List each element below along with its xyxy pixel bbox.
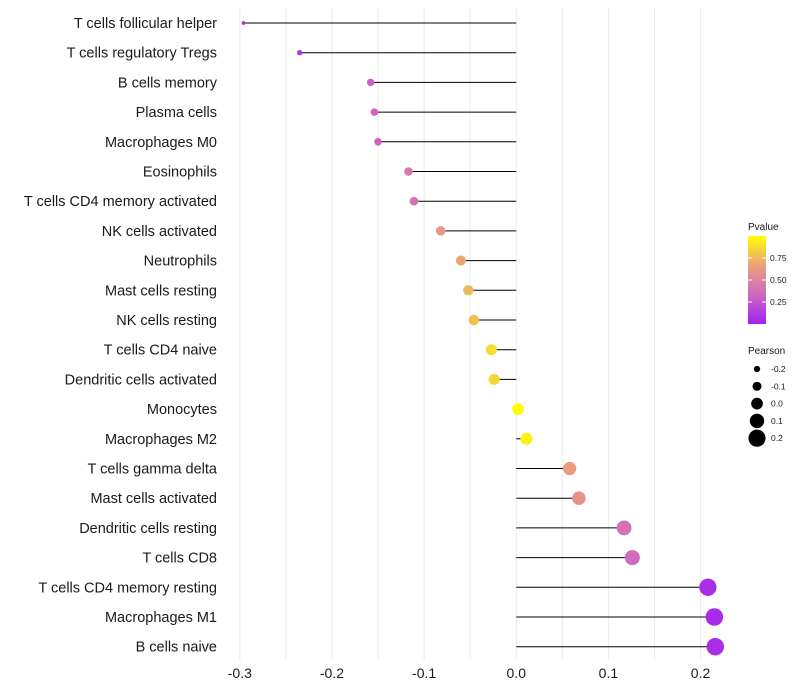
pvalue-colorbar (748, 236, 766, 324)
category-label: T cells CD8 (142, 551, 217, 567)
category-label: T cells gamma delta (88, 462, 218, 478)
x-tick-label: 0.2 (691, 665, 711, 681)
pvalue-tick-label: 0.75 (770, 253, 787, 263)
x-tick-label: -0.3 (228, 665, 252, 681)
lollipop-stems (243, 22, 716, 648)
category-label: NK cells activated (102, 224, 217, 240)
category-label: T cells regulatory Tregs (67, 46, 217, 62)
lollipop-point (485, 344, 497, 356)
pearson-legend-title: Pearson (748, 346, 785, 357)
category-label: NK cells resting (116, 313, 217, 329)
lollipop-point (297, 50, 303, 56)
pearson-size-key (748, 429, 766, 447)
category-label: Plasma cells (136, 105, 217, 121)
lollipop-point (366, 78, 375, 87)
lollipop-point (468, 314, 480, 326)
pearson-size-label: -0.2 (771, 364, 786, 374)
pearson-size-label: 0.2 (771, 433, 783, 443)
category-label: Monocytes (147, 402, 217, 418)
category-label: Macrophages M1 (105, 610, 217, 626)
lollipop-point (616, 520, 632, 536)
pearson-size-key (753, 365, 761, 373)
lollipop-point (520, 432, 533, 445)
category-label: T cells CD4 memory activated (24, 194, 217, 210)
pearson-size-legend: Pearson -0.2 -0.1 0.0 0.1 0.2 (748, 346, 786, 447)
x-tick-label: -0.2 (320, 665, 344, 681)
category-label: Eosinophils (143, 165, 217, 181)
pearson-size-key (749, 413, 765, 429)
lollipop-point (455, 255, 467, 266)
lollipop-point (572, 491, 586, 505)
pearson-size-key (752, 381, 762, 391)
lollipop-point (706, 637, 725, 656)
category-label: Macrophages M0 (105, 135, 217, 151)
pearson-size-label: -0.1 (771, 381, 786, 391)
category-label: Dendritic cells resting (79, 521, 217, 537)
category-labels: T cells follicular helper T cells regulat… (24, 16, 218, 656)
pvalue-tick-label: 0.25 (770, 297, 787, 307)
category-label: Mast cells activated (90, 491, 217, 507)
x-tick-label: 0.0 (507, 665, 527, 681)
category-label: Mast cells resting (105, 283, 217, 299)
x-axis-tick-labels: -0.3 -0.2 -0.1 0.0 0.1 0.2 (228, 665, 711, 681)
category-label: Dendritic cells activated (65, 372, 217, 388)
pearson-size-label: 0.0 (771, 399, 783, 409)
pvalue-tick-label: 0.50 (770, 275, 787, 285)
lollipop-point (512, 403, 524, 415)
category-label: T cells CD4 memory resting (38, 580, 217, 596)
lollipop-point (409, 196, 419, 206)
category-label: B cells memory (118, 75, 218, 91)
lollipop-point (374, 137, 382, 146)
pvalue-legend: Pvalue 0.25 0.50 0.75 (748, 222, 787, 324)
lollipop-point (404, 167, 413, 176)
lollipop-point (563, 461, 577, 476)
category-label: T cells follicular helper (74, 16, 217, 32)
pearson-size-key (751, 397, 763, 410)
pvalue-legend-title: Pvalue (748, 222, 779, 233)
lollipop-point (370, 108, 379, 116)
category-label: Neutrophils (144, 254, 217, 270)
lollipop-point (463, 285, 474, 296)
category-label: Macrophages M2 (105, 432, 217, 448)
lollipop-point (488, 373, 500, 385)
lollipop-point (435, 226, 446, 236)
lollipop-points (241, 21, 725, 656)
lollipop-point (705, 608, 724, 626)
lollipop-point (241, 21, 246, 25)
category-label: T cells CD4 naive (104, 343, 217, 359)
pearson-size-label: 0.1 (771, 416, 783, 426)
x-tick-label: -0.1 (412, 665, 436, 681)
lollipop-point (699, 578, 717, 596)
x-gridlines (239, 8, 702, 660)
x-tick-label: 0.1 (599, 665, 619, 681)
lollipop-point (624, 550, 640, 566)
category-label: B cells naive (136, 640, 217, 656)
